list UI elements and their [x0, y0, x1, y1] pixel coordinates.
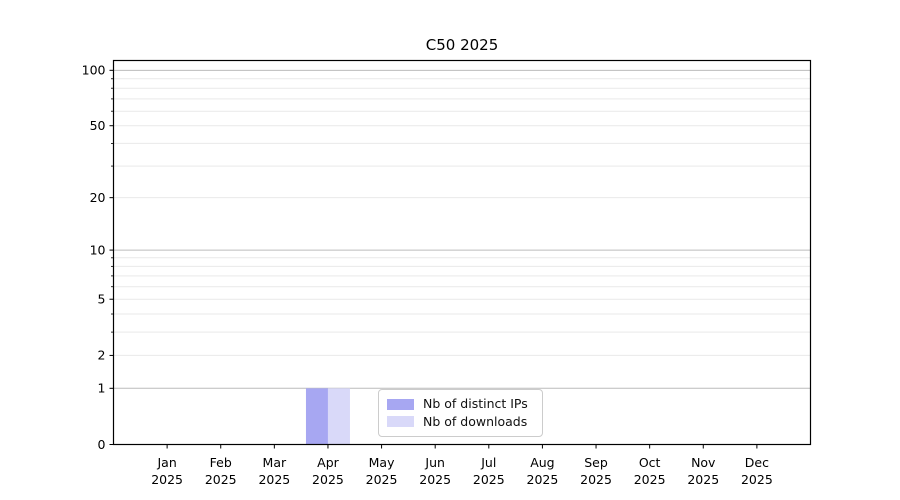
x-tick-label-month: May [369, 455, 395, 470]
x-tick-label-year: 2025 [527, 472, 559, 487]
legend: Nb of distinct IPs Nb of downloads [378, 389, 543, 437]
x-tick-label-month: Aug [530, 455, 554, 470]
x-tick-label-year: 2025 [687, 472, 719, 487]
y-tick-label: 10 [90, 242, 106, 257]
x-tick-label-month: Sep [584, 455, 608, 470]
legend-swatch-downloads [387, 416, 414, 428]
legend-label-distinct-ips: Nb of distinct IPs [423, 396, 528, 411]
y-tick-label: 50 [90, 118, 106, 133]
y-tick-label: 1 [98, 381, 106, 396]
x-tick-label-month: Jan [156, 455, 176, 470]
x-tick-label-year: 2025 [151, 472, 183, 487]
bar-nb-of-distinct-ips [305, 388, 328, 445]
x-tick-label-month: Dec [745, 455, 769, 470]
legend-swatch-distinct-ips [387, 398, 414, 410]
x-tick-label-year: 2025 [312, 472, 344, 487]
x-tick-label-year: 2025 [419, 472, 451, 487]
x-tick-label-year: 2025 [580, 472, 612, 487]
x-tick-label-year: 2025 [741, 472, 773, 487]
x-tick-label-month: Oct [639, 455, 661, 470]
y-tick-label: 100 [82, 63, 106, 78]
x-tick-label-month: Apr [317, 455, 339, 470]
bar-nb-of-downloads [327, 388, 350, 445]
x-tick-label-month: Jun [424, 455, 445, 470]
legend-entry-downloads: Nb of downloads [387, 413, 542, 429]
chart-title: C50 2025 [425, 36, 499, 54]
x-tick-label-month: Nov [691, 455, 716, 470]
x-tick-label-year: 2025 [258, 472, 290, 487]
y-tick-label: 2 [98, 348, 106, 363]
x-tick-label-month: Jul [480, 455, 496, 470]
legend-label-downloads: Nb of downloads [423, 413, 528, 429]
axis-frame [112, 59, 812, 446]
x-tick-label-year: 2025 [634, 472, 666, 487]
legend-entry-distinct-ips: Nb of distinct IPs [387, 396, 542, 411]
x-tick-label-year: 2025 [473, 472, 505, 487]
x-tick-label-month: Mar [263, 455, 287, 470]
x-tick-label-year: 2025 [366, 472, 398, 487]
x-tick-label-month: Feb [210, 455, 232, 470]
x-tick-label-year: 2025 [205, 472, 237, 487]
y-tick-label: 5 [98, 292, 106, 307]
y-tick-label: 0 [98, 437, 106, 452]
y-tick-label: 20 [90, 190, 106, 205]
